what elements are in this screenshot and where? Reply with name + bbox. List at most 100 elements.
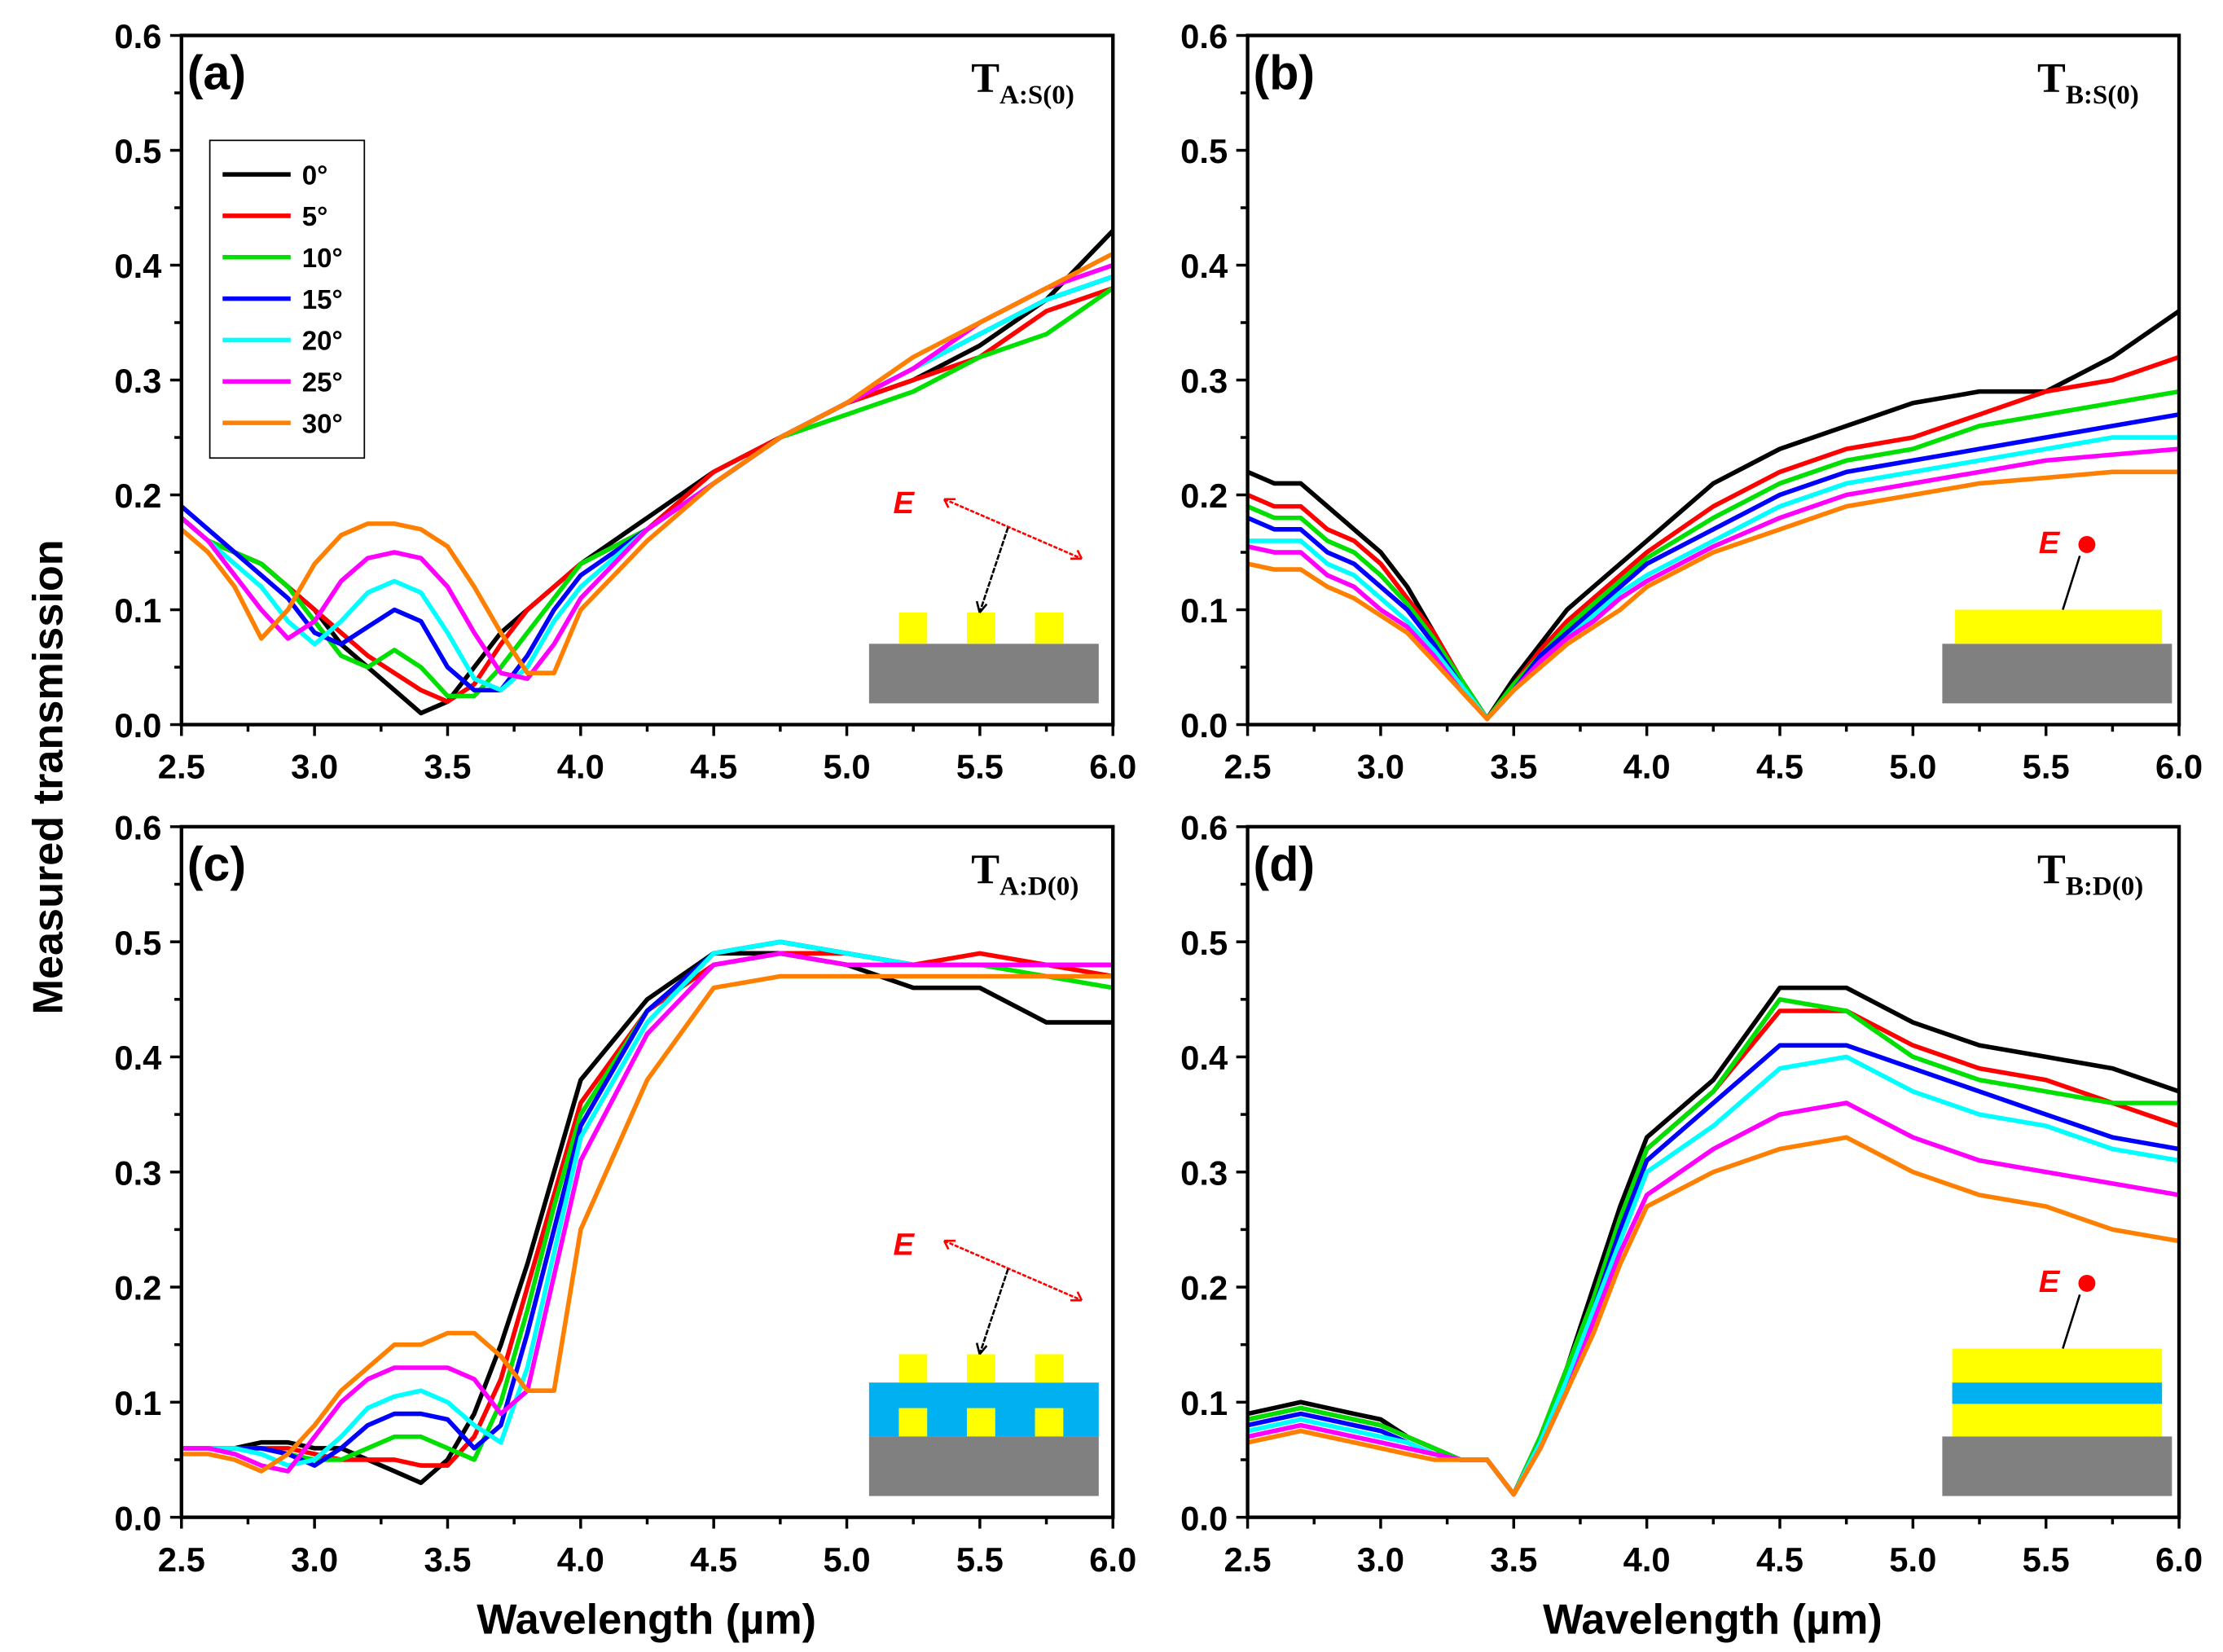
buried-bar	[1035, 1408, 1064, 1437]
series-line-30deg	[181, 973, 1114, 1474]
legend-entry: 5°	[302, 202, 328, 232]
x-tick-label: 6.0	[1089, 1540, 1136, 1579]
title-subscript: A:S(0)	[999, 81, 1074, 110]
series-line-20deg	[181, 939, 1114, 1468]
y-tick-label: 0.5	[114, 924, 161, 962]
grating-bar	[898, 613, 928, 644]
y-tick-label: 0.5	[1180, 924, 1228, 962]
title-subscript: B:D(0)	[2066, 872, 2143, 901]
x-tick-label: 3.0	[291, 748, 338, 786]
x-axis-label-left: Wavelength (µm)	[477, 1596, 816, 1643]
substrate	[1942, 1436, 2172, 1496]
y-tick-label: 0.0	[1180, 1499, 1228, 1537]
y-tick-label: 0.2	[114, 1269, 161, 1307]
title-subscript: A:D(0)	[999, 872, 1079, 901]
buried-bar	[898, 1408, 928, 1437]
series-line-30deg	[1247, 469, 2180, 722]
substrate	[868, 644, 1099, 704]
y-tick-label: 0.6	[114, 17, 161, 55]
legend-entry: 20°	[302, 327, 343, 357]
incident-arrow	[978, 527, 1009, 613]
x-tick-label: 4.0	[1623, 748, 1671, 786]
series-line-10deg	[1247, 997, 2180, 1497]
y-tick-label: 0.6	[114, 809, 161, 847]
legend-entry: 0°	[302, 160, 328, 191]
legend-entry: 25°	[302, 367, 343, 398]
panel-label: (a)	[187, 46, 246, 100]
panel-title: TA:S(0)	[971, 55, 1074, 110]
e-field-label: E	[2039, 525, 2061, 560]
x-tick-label: 4.0	[557, 748, 604, 786]
series-line-25deg	[181, 951, 1114, 1474]
y-tick-label: 0.4	[1180, 247, 1228, 285]
incident-arrow	[978, 1268, 1009, 1355]
x-tick-label: 6.0	[1089, 748, 1136, 786]
x-tick-label: 4.5	[690, 748, 737, 786]
incident-arrow	[2062, 555, 2081, 610]
y-axis-label: Measured transmission	[25, 539, 72, 1014]
metal-film	[1955, 609, 2163, 644]
polarization-arrow	[943, 1239, 1083, 1302]
x-tick-label: 3.5	[1490, 748, 1537, 786]
y-tick-label: 0.0	[1180, 706, 1228, 745]
y-tick-label: 0.6	[1180, 17, 1228, 55]
arrow-head-icon	[942, 498, 1083, 560]
buried-bar	[966, 1408, 995, 1437]
grating-bar	[898, 1354, 928, 1383]
dielectric-layer	[1952, 1382, 2163, 1404]
inset-diagram: E	[1942, 1264, 2172, 1496]
legend-entry: 30°	[302, 409, 343, 439]
x-tick-label: 6.0	[2155, 1540, 2203, 1579]
y-tick-label: 0.5	[114, 132, 161, 170]
y-tick-label: 0.0	[114, 706, 161, 745]
series-line-30deg	[1247, 1135, 2180, 1497]
arrow-head-icon	[975, 600, 988, 613]
x-tick-label: 5.5	[2023, 748, 2070, 786]
substrate	[868, 1436, 1099, 1496]
y-tick-label: 0.4	[1180, 1039, 1228, 1077]
x-tick-label: 4.0	[1623, 1540, 1671, 1579]
inset-diagram: E	[868, 1228, 1099, 1496]
arrow-head-icon	[975, 1342, 988, 1355]
y-tick-label: 0.3	[1180, 1153, 1228, 1192]
y-tick-label: 0.3	[114, 362, 161, 400]
x-tick-label: 2.5	[158, 748, 205, 786]
x-tick-label: 5.5	[956, 1540, 1004, 1579]
legend-entry: 15°	[302, 285, 343, 315]
x-tick-label: 3.0	[291, 1540, 338, 1579]
series-line-0deg	[181, 951, 1114, 1486]
grating-bar	[966, 613, 995, 644]
inset-diagram: E	[868, 485, 1099, 704]
series-line-10deg	[179, 286, 1114, 699]
x-tick-label: 2.5	[1224, 1540, 1272, 1579]
panel-c: E 2.5 3.0 3.5 4.0 4.5 5.0 5.5 6.0 0.0 0.1 0.2 0.3 0.4…	[114, 809, 1136, 1579]
series-line-30deg	[179, 251, 1114, 675]
y-tick-label: 0.6	[1180, 809, 1228, 847]
x-tick-label: 2.5	[158, 1540, 205, 1579]
x-tick-label: 3.0	[1357, 748, 1404, 786]
polarization-arrow	[943, 498, 1083, 560]
grating-bar	[1035, 1354, 1064, 1383]
y-tick-label: 0.1	[1180, 1384, 1228, 1422]
panel-a: E 2.5 3.0 3.5 4.0 4.5 5.0 5.5 6.0 0.0 0.1 0.2 0.3 0.4…	[114, 17, 1136, 786]
x-tick-label: 6.0	[2155, 748, 2203, 786]
x-tick-label: 3.5	[1490, 1540, 1537, 1579]
x-tick-label: 5.5	[2023, 1540, 2070, 1579]
panel-b: E 2.5 3.0 3.5 4.0 4.5 5.0 5.5 6.0 0.0 0.1 0.2 0.3 0.4…	[1180, 17, 2203, 786]
y-tick-label: 0.3	[1180, 362, 1228, 400]
x-tick-label: 3.0	[1357, 1540, 1404, 1579]
x-tick-label: 4.0	[557, 1540, 604, 1579]
x-tick-label: 5.0	[824, 748, 871, 786]
x-tick-label: 2.5	[1224, 748, 1272, 786]
panel-title: TB:D(0)	[2037, 846, 2143, 901]
x-tick-label: 4.5	[1756, 748, 1803, 786]
series-line-0deg	[1246, 309, 2181, 722]
y-tick-label: 0.1	[1180, 591, 1228, 630]
panel-label: (d)	[1254, 837, 1316, 891]
y-tick-label: 0.4	[114, 1039, 161, 1077]
y-tick-label: 0.1	[114, 1384, 161, 1422]
y-tick-label: 0.2	[114, 477, 161, 515]
y-tick-label: 0.5	[1180, 132, 1228, 170]
panel-title: TA:D(0)	[971, 846, 1079, 901]
